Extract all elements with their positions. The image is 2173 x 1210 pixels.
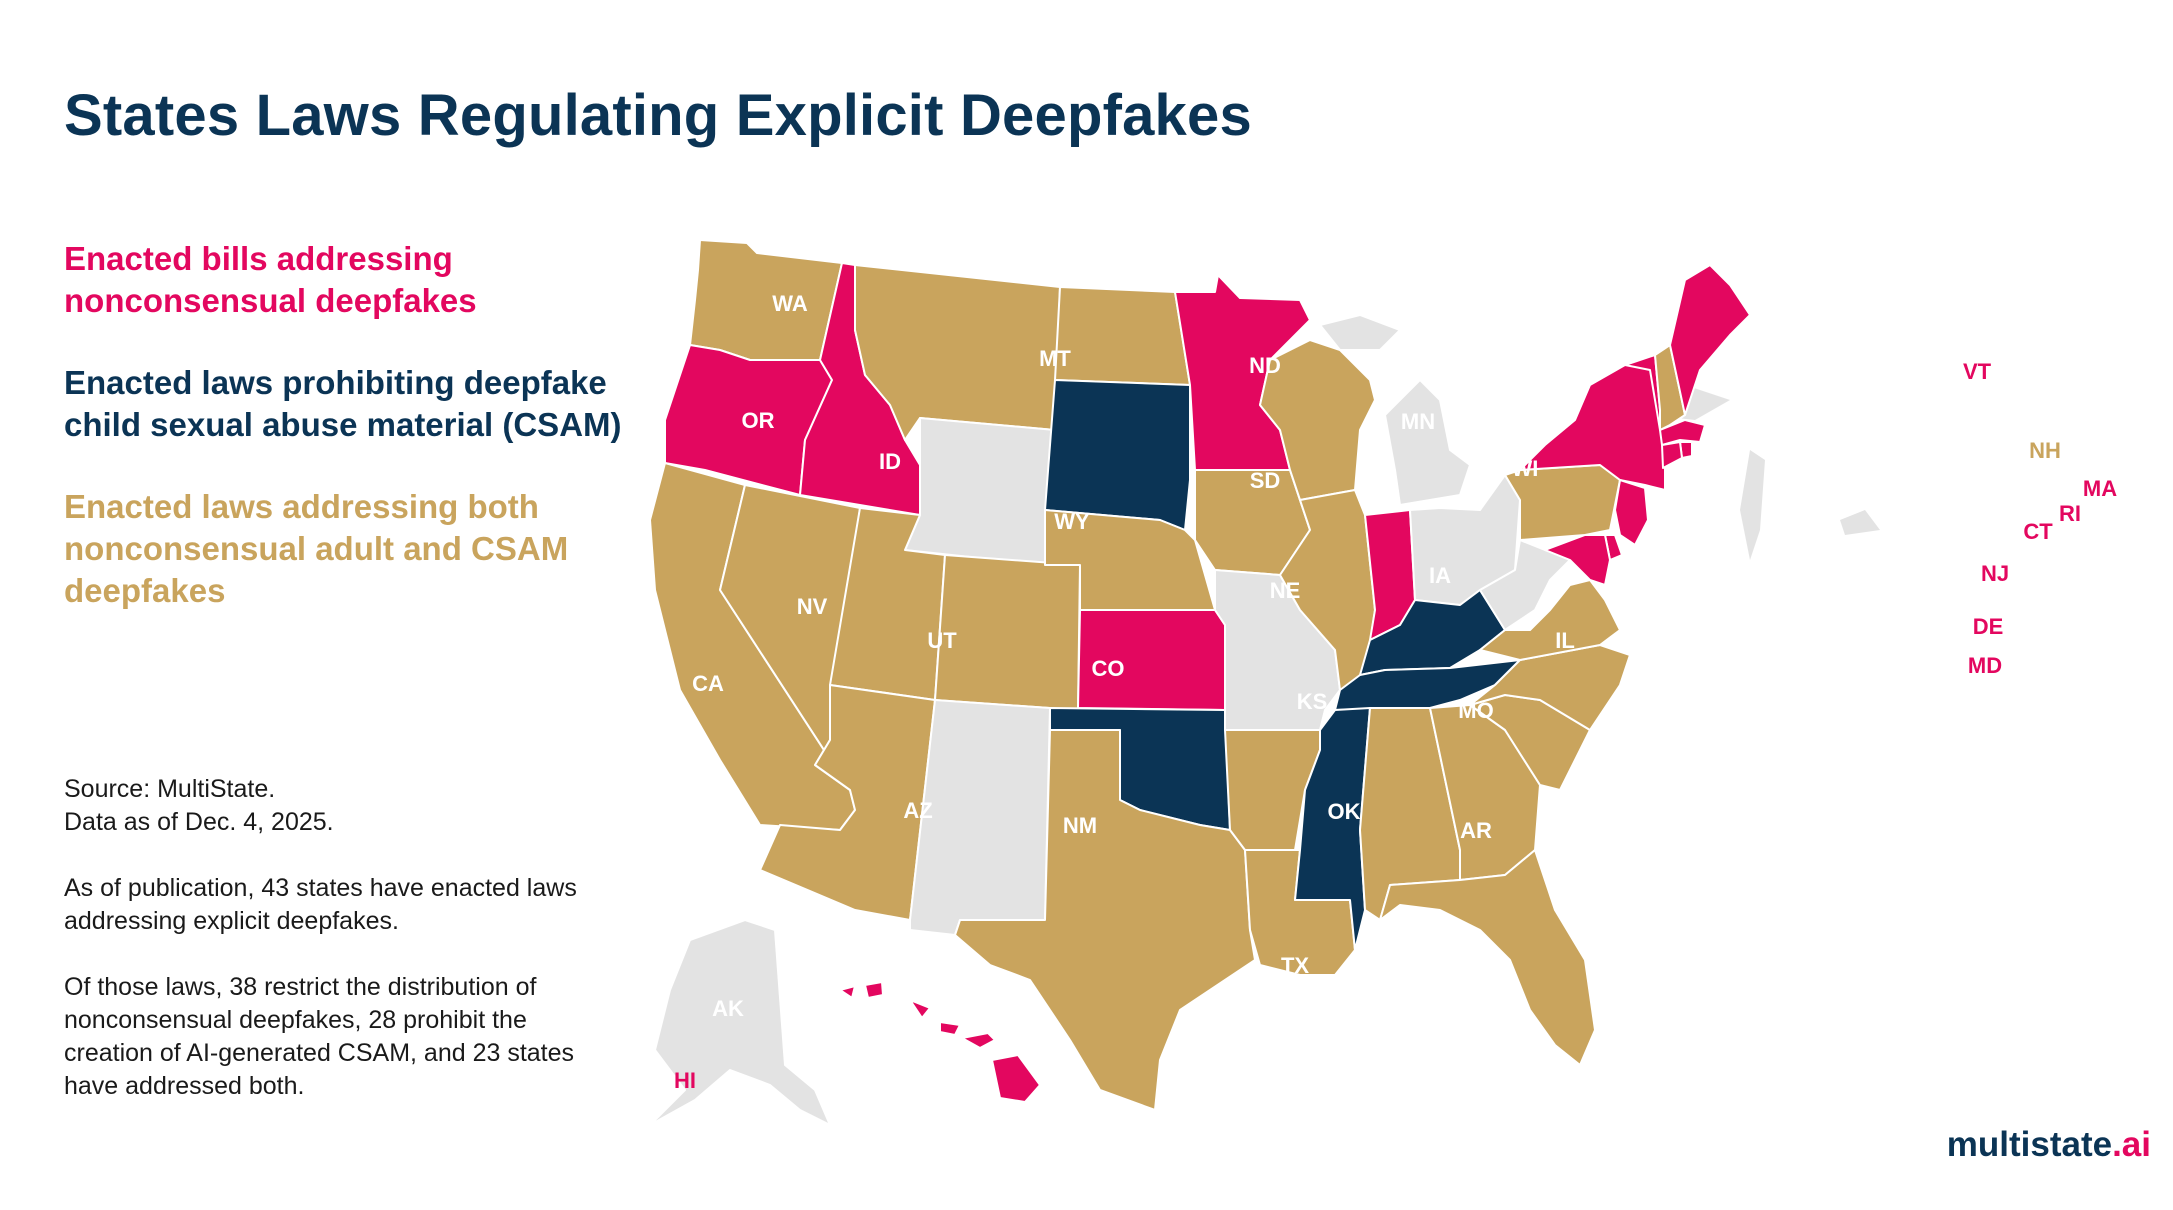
state-AK[interactable]	[649, 919, 831, 1126]
state-label-NY: NY	[1912, 459, 1943, 484]
state-label-HI: HI	[674, 1068, 696, 1093]
state-NJ[interactable]	[1614, 479, 1649, 546]
state-WA[interactable]	[689, 239, 843, 361]
state-CO[interactable]	[934, 554, 1081, 711]
state-label-NJ: NJ	[1981, 561, 2009, 586]
us-map: WA OR CA ID NV MT WY UT AZ CO NM ND SD N…	[649, 239, 2117, 1126]
state-label-NE: NE	[1270, 578, 1301, 603]
state-labels: WA OR CA ID NV MT WY UT AZ CO NM ND SD N…	[674, 291, 2117, 1093]
brand-logo: multistate.ai	[1947, 1125, 2151, 1165]
state-label-GA: GA	[1741, 873, 1774, 898]
state-label-NC: NC	[1854, 751, 1886, 776]
state-label-OK: OK	[1328, 799, 1361, 824]
state-label-ND: ND	[1249, 353, 1281, 378]
state-ND[interactable]	[1054, 286, 1191, 386]
state-label-OH: OH	[1717, 598, 1750, 623]
state-label-LA: LA	[1472, 968, 1501, 993]
state-label-VA: VA	[1826, 672, 1855, 697]
state-WI[interactable]	[1259, 339, 1376, 501]
state-FL[interactable]	[1379, 849, 1596, 1066]
state-label-MA: MA	[2083, 476, 2117, 501]
state-label-FL: FL	[1834, 1041, 1861, 1066]
state-CT[interactable]	[1661, 441, 1683, 469]
state-label-MO: MO	[1458, 698, 1493, 723]
state-label-ME: ME	[2034, 336, 2067, 361]
state-label-MT: MT	[1039, 346, 1071, 371]
state-WY[interactable]	[904, 417, 1056, 566]
state-label-OR: OR	[742, 408, 775, 433]
state-label-WY: WY	[1054, 509, 1090, 534]
date-note: Data as of Dec. 4, 2025.	[64, 808, 334, 836]
notes: Source: MultiState. Data as of Dec. 4, 2…	[64, 773, 584, 1136]
page-title: States Laws Regulating Explicit Deepfake…	[64, 83, 1252, 148]
state-MS[interactable]	[1294, 707, 1371, 951]
state-label-IL: IL	[1555, 628, 1575, 653]
state-label-AL: AL	[1642, 874, 1671, 899]
state-label-KS: KS	[1297, 689, 1328, 714]
state-label-IA: IA	[1429, 563, 1451, 588]
source-note: Source: MultiState.	[64, 775, 276, 803]
brand-name: multistate	[1946, 1125, 2113, 1164]
state-label-PA: PA	[1846, 558, 1875, 583]
state-label-NM: NM	[1063, 813, 1097, 838]
state-MD[interactable]	[1544, 534, 1611, 586]
state-label-TX: TX	[1281, 953, 1309, 978]
state-label-WI: WI	[1512, 456, 1539, 481]
state-SD[interactable]	[1044, 379, 1191, 531]
state-label-NV: NV	[797, 594, 828, 619]
state-label-VT: VT	[1963, 359, 1992, 384]
state-label-KY: KY	[1678, 704, 1709, 729]
state-label-MI: MI	[1663, 506, 1687, 531]
legend-both: Enacted laws addressing both nonconsensu…	[64, 488, 569, 609]
state-label-UT: UT	[927, 628, 957, 653]
state-label-AZ: AZ	[903, 798, 932, 823]
state-label-WA: WA	[772, 291, 808, 316]
state-label-MD: MD	[1968, 653, 2002, 678]
state-label-CA: CA	[692, 671, 724, 696]
state-label-NH: NH	[2029, 438, 2061, 463]
state-label-WV: WV	[1755, 653, 1791, 678]
legend-nonconsensual: Enacted bills addressing nonconsensual d…	[64, 240, 477, 319]
summary-note-2: Of those laws, 38 restrict the distribut…	[64, 973, 575, 1100]
state-label-SD: SD	[1250, 468, 1281, 493]
state-label-AK: AK	[712, 996, 744, 1021]
state-label-DE: DE	[1973, 614, 2004, 639]
state-TN[interactable]	[1334, 659, 1521, 711]
state-label-IN: IN	[1636, 619, 1658, 644]
state-label-TN: TN	[1640, 763, 1669, 788]
state-label-CT: CT	[2023, 519, 2053, 544]
state-label-ID: ID	[879, 449, 901, 474]
state-label-SC: SC	[1808, 821, 1839, 846]
summary-note-1: As of publication, 43 states have enacte…	[64, 874, 577, 935]
state-HI[interactable]	[839, 981, 1041, 1103]
state-label-MS: MS	[1564, 871, 1597, 896]
state-label-MN: MN	[1401, 409, 1435, 434]
state-ME[interactable]	[1669, 264, 1751, 416]
state-TX[interactable]	[954, 729, 1256, 1111]
brand-tld: .ai	[2112, 1125, 2151, 1164]
state-label-AR: AR	[1460, 818, 1492, 843]
state-MI[interactable]	[1319, 314, 1471, 506]
legend: Enacted bills addressing nonconsensual d…	[64, 238, 624, 652]
state-label-RI: RI	[2059, 501, 2081, 526]
state-label-CO: CO	[1092, 656, 1125, 681]
legend-csam: Enacted laws prohibiting deepfake child …	[64, 364, 622, 443]
